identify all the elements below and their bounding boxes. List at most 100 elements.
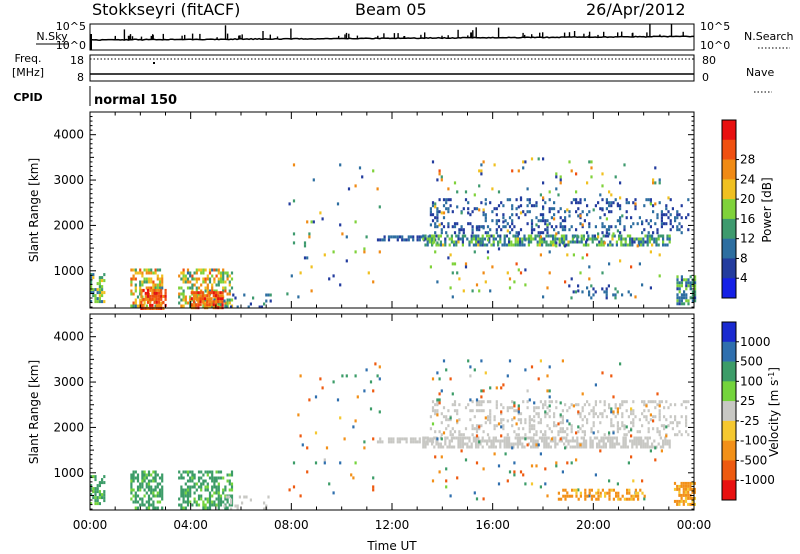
data-cell [160,291,163,295]
data-cell [516,436,519,440]
data-cell [676,213,679,217]
nave-label: Nave [746,66,774,79]
data-cell [559,222,562,226]
data-cell [676,275,679,279]
data-cell [601,231,604,235]
data-cell [506,479,509,483]
data-cell [195,268,198,272]
data-cell [669,222,672,226]
data-cell [178,286,181,290]
data-cell [96,502,99,506]
data-cell [206,470,209,474]
data-cell [553,228,556,232]
data-cell [144,291,147,295]
data-cell [689,275,692,279]
data-cell [431,406,435,410]
data-cell [208,294,211,298]
data-cell [544,400,547,404]
data-cell [657,442,660,446]
data-cell [601,208,604,212]
data-cell [184,491,187,495]
data-cell [550,207,553,211]
data-cell [332,274,335,278]
data-cell [101,285,104,289]
data-cell [530,157,534,161]
data-cell [434,430,437,434]
data-cell [654,406,657,410]
data-cell [616,424,619,428]
data-cell [208,303,211,307]
data-cell [228,301,231,305]
data-cell [654,400,657,404]
data-cell [678,296,681,300]
data-cell [90,300,93,304]
data-cell [161,497,164,501]
data-cell [201,294,204,298]
data-cell [617,497,620,501]
data-cell [545,240,548,244]
data-cell [186,470,190,474]
data-cell [457,436,460,440]
data-cell [592,421,595,425]
data-cell [594,400,597,404]
data-cell [461,237,464,241]
data-cell [497,225,501,229]
data-cell [543,445,546,449]
data-cell [694,290,697,294]
data-cell [508,240,511,244]
data-cell [689,281,692,285]
data-cell [217,494,220,498]
data-cell [145,304,148,308]
data-cell [475,240,478,244]
data-cell [656,228,659,232]
data-cell [516,439,519,443]
data-cell [101,294,104,298]
data-cell [655,237,658,241]
data-cell [431,442,434,446]
data-cell [583,415,586,419]
data-cell [579,222,582,226]
data-cell [230,488,234,492]
data-cell [659,436,662,440]
freq-tick-top: 18 [70,54,84,67]
data-cell [483,439,486,443]
data-cell [530,424,534,428]
data-cell [426,442,429,446]
data-cell [189,491,192,495]
data-cell [136,295,140,299]
data-cell [480,389,483,393]
data-cell [143,479,146,483]
data-cell [350,473,353,477]
data-cell [134,476,137,480]
data-cell [490,243,493,247]
data-cell [634,491,637,495]
data-cell [561,409,564,413]
data-cell [96,496,99,500]
data-cell [574,439,577,443]
data-cell [622,237,625,241]
data-cell [591,234,594,238]
data-cell [98,481,101,485]
data-cell [635,445,638,449]
data-cell [521,445,524,449]
data-cell [455,234,458,238]
data-cell [594,403,597,407]
data-cell [616,410,619,414]
data-cell [587,234,590,238]
data-cell [616,482,619,486]
data-cell [161,479,164,483]
data-cell [467,211,470,215]
velocity-ylabel: Slant Range [km] [27,360,41,464]
data-cell [580,442,583,446]
data-cell [458,403,461,407]
data-cell [147,473,151,477]
data-cell [506,406,509,410]
data-cell [664,436,667,440]
data-cell [442,216,446,220]
data-cell [680,216,683,220]
data-cell [652,419,655,423]
data-cell [475,430,479,434]
colorbar-tick-label: 25 [740,394,755,408]
data-cell [475,461,479,465]
data-cell [687,400,690,404]
